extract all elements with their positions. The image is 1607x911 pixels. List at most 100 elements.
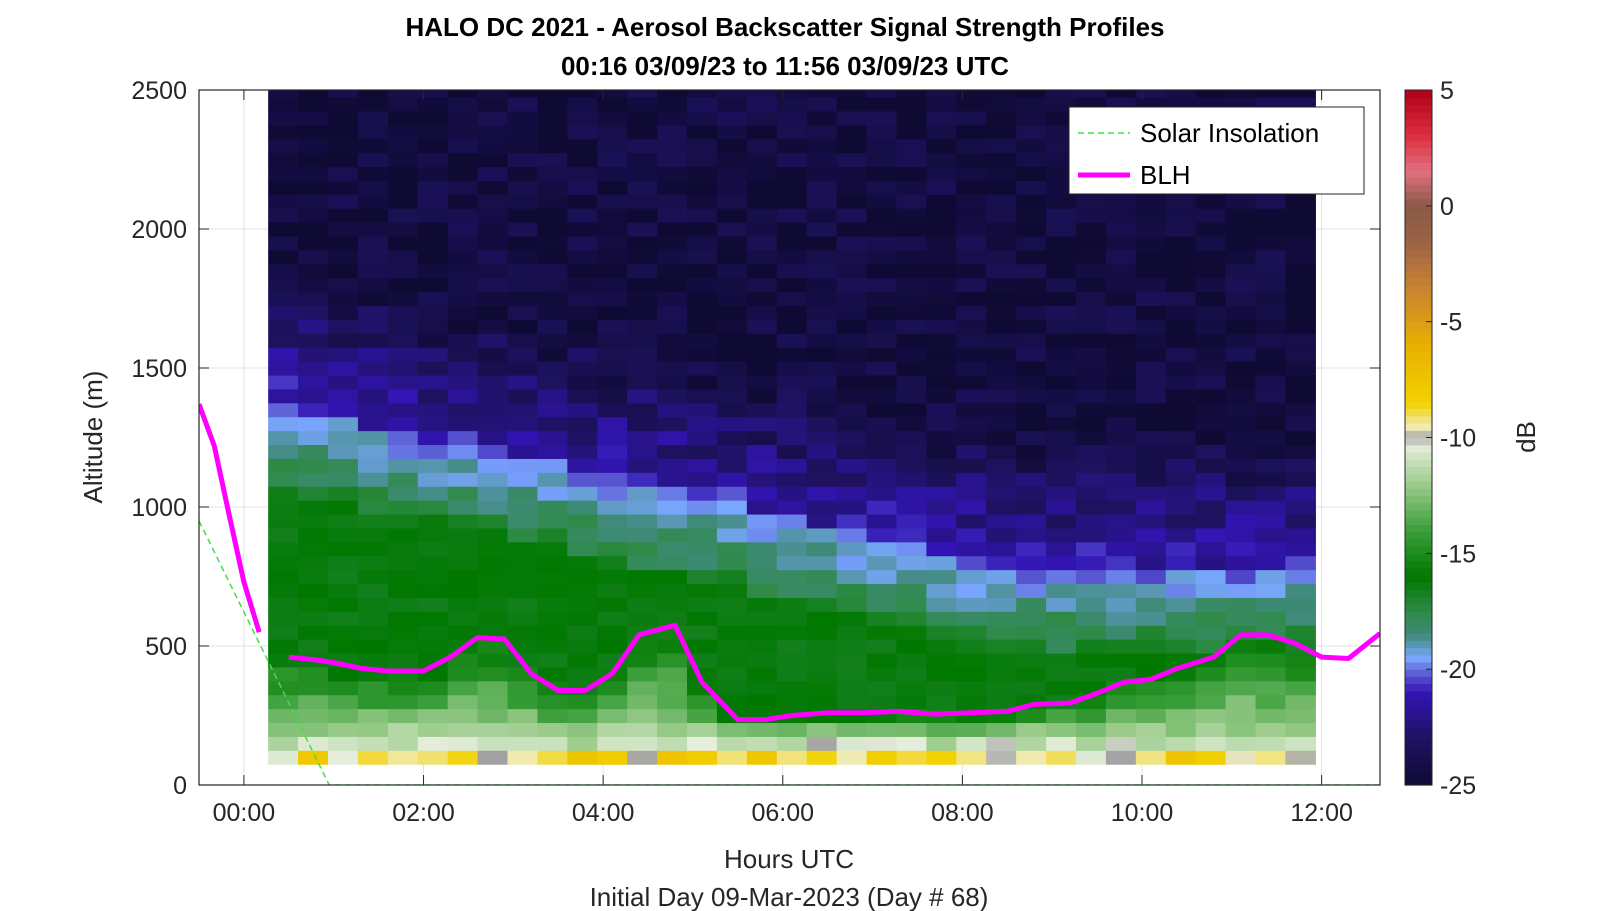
heatmap-cell — [1016, 110, 1047, 126]
heatmap-cell — [387, 138, 419, 154]
heatmap-cell — [746, 527, 778, 543]
heatmap-cell — [268, 750, 299, 765]
heatmap-cell — [746, 736, 778, 751]
heatmap-cell — [806, 374, 838, 390]
heatmap-cell — [298, 541, 329, 557]
heatmap-cell — [1135, 388, 1167, 404]
heatmap-cell — [896, 138, 927, 154]
heatmap-cell — [567, 666, 598, 682]
heatmap-cell — [1016, 277, 1047, 293]
heatmap-cell — [537, 639, 568, 654]
y-tick-label: 500 — [145, 633, 187, 661]
heatmap-cell — [567, 235, 598, 251]
heatmap-cell — [268, 694, 299, 710]
heatmap-cell — [1135, 583, 1167, 598]
x-tick-label: 02:00 — [392, 799, 455, 827]
heatmap-cell — [1165, 347, 1197, 362]
heatmap-cell — [986, 333, 1017, 348]
heatmap-cell — [268, 180, 299, 195]
heatmap-cell — [1195, 611, 1227, 626]
heatmap-cell — [986, 458, 1017, 473]
colorbar-tick-label: 0 — [1440, 193, 1454, 221]
heatmap-cell — [687, 277, 718, 293]
heatmap-cell — [327, 500, 359, 515]
heatmap-cell — [477, 513, 509, 529]
heatmap-cell — [1105, 388, 1137, 404]
heatmap-cell — [986, 680, 1017, 696]
heatmap-cell — [776, 361, 808, 376]
heatmap-cell — [896, 611, 927, 626]
heatmap-cell — [1285, 750, 1316, 765]
heatmap-cell — [387, 388, 419, 404]
heatmap-cell — [1105, 249, 1137, 265]
heatmap-cell — [896, 208, 927, 223]
heatmap-cell — [1195, 458, 1227, 473]
heatmap-cell — [507, 374, 539, 390]
colorbar-swatch — [1405, 589, 1432, 598]
heatmap-cell — [806, 110, 838, 126]
heatmap-cell — [926, 444, 957, 459]
heatmap-cell — [268, 611, 299, 626]
heatmap-cell — [836, 166, 868, 181]
heatmap-cell — [268, 374, 299, 390]
heatmap-cell — [1195, 194, 1227, 209]
heatmap-cell — [1195, 402, 1227, 418]
heatmap-cell — [687, 208, 718, 223]
heatmap-cell — [1016, 486, 1047, 501]
heatmap-cell — [477, 166, 509, 181]
heatmap-cell — [806, 388, 838, 404]
heatmap-cell — [836, 555, 868, 571]
heatmap-cell — [477, 124, 509, 140]
heatmap-cell — [956, 110, 987, 126]
heatmap-cell — [298, 90, 329, 98]
heatmap-cell — [1195, 666, 1227, 682]
heatmap-cell — [896, 430, 927, 446]
heatmap-cell — [597, 305, 628, 320]
heatmap-cell — [1255, 541, 1287, 557]
heatmap-cell — [507, 90, 539, 98]
heatmap-cell — [298, 152, 329, 168]
heatmap-cell — [387, 694, 419, 710]
footer-label: Initial Day 09-Mar-2023 (Day # 68) — [590, 882, 989, 911]
heatmap-cell — [597, 694, 628, 710]
heatmap-cell — [746, 374, 778, 390]
heatmap-cell — [1135, 444, 1167, 459]
heatmap-cell — [806, 513, 838, 529]
heatmap-cell — [507, 555, 539, 571]
heatmap-cell — [1016, 639, 1047, 654]
heatmap-cell — [866, 347, 898, 362]
heatmap-cell — [1285, 277, 1316, 293]
heatmap-cell — [447, 416, 479, 432]
heatmap-cell — [866, 90, 898, 98]
heatmap-cell — [687, 472, 718, 487]
heatmap-cell — [1225, 569, 1257, 585]
heatmap-cell — [1075, 361, 1107, 376]
colorbar-swatch — [1405, 111, 1432, 120]
heatmap-cell — [806, 305, 838, 320]
heatmap-cell — [806, 541, 838, 557]
heatmap-cell — [627, 374, 658, 390]
heatmap-cell — [447, 124, 479, 140]
heatmap-cell — [836, 361, 868, 376]
heatmap-cell — [327, 694, 359, 710]
heatmap-cell — [357, 333, 389, 348]
heatmap-cell — [387, 361, 419, 376]
heatmap-cell — [896, 388, 927, 404]
heatmap-cell — [567, 736, 598, 751]
heatmap-cell — [1225, 652, 1257, 668]
heatmap-cell — [687, 722, 718, 737]
heatmap-cell — [1195, 527, 1227, 543]
heatmap-cell — [537, 319, 568, 334]
heatmap-cell — [1105, 305, 1137, 320]
heatmap-cell — [866, 694, 898, 710]
x-tick-label: 00:00 — [213, 799, 276, 827]
heatmap-cell — [298, 472, 329, 487]
heatmap-cell — [447, 138, 479, 154]
heatmap-cell — [956, 249, 987, 265]
heatmap-cell — [746, 138, 778, 154]
colorbar-swatch — [1405, 401, 1432, 410]
heatmap-cell — [387, 611, 419, 626]
heatmap-cell — [657, 513, 688, 529]
heatmap-cell — [447, 486, 479, 501]
heatmap-cell — [387, 555, 419, 571]
